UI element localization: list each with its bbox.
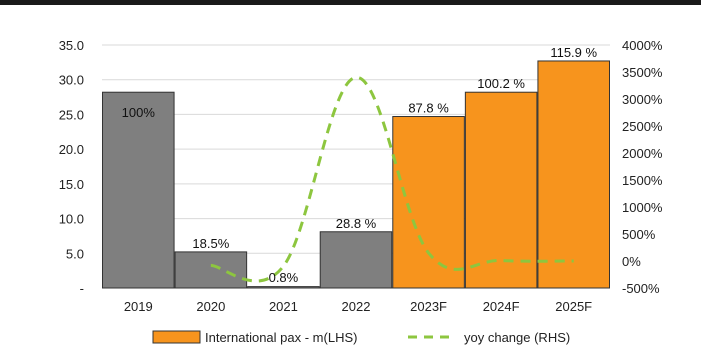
- data-label: 18.5%: [192, 236, 229, 251]
- top-border-bar: [0, 0, 701, 5]
- bar: [537, 60, 611, 289]
- right-tick-label: 4000%: [622, 38, 663, 53]
- right-tick-label: 0%: [622, 254, 641, 269]
- left-tick-label: 35.0: [59, 38, 84, 53]
- legend-swatch-bar: [152, 330, 201, 344]
- right-tick-label: 3000%: [622, 92, 663, 107]
- axes: - 5.0 10.0 15.0 20.0 25.0 30.0 35.0 -500% 0% 500% 1…: [59, 38, 663, 314]
- data-label: 28.8 %: [336, 216, 377, 231]
- bar: [464, 91, 538, 289]
- bar: [174, 251, 248, 289]
- category-label: 2021: [269, 299, 298, 314]
- category-label: 2020: [196, 299, 225, 314]
- bar: [102, 91, 175, 289]
- legend: International pax - m(LHS) yoy change (R…: [152, 330, 570, 345]
- data-label: 100%: [122, 105, 156, 120]
- legend-label-bar: International pax - m(LHS): [205, 330, 357, 345]
- right-tick-label: 2000%: [622, 146, 663, 161]
- right-tick-label: 1000%: [622, 200, 663, 215]
- right-tick-label: 3500%: [622, 65, 663, 80]
- yoy-line: [210, 75, 574, 283]
- legend-label-line: yoy change (RHS): [464, 330, 570, 345]
- right-tick-label: 1500%: [622, 173, 663, 188]
- category-label: 2024F: [483, 299, 520, 314]
- category-label: 2023F: [410, 299, 447, 314]
- data-label: 87.8 %: [408, 101, 449, 116]
- left-tick-label: 5.0: [66, 246, 84, 261]
- data-label: 100.2 %: [477, 76, 525, 91]
- bar-series: [102, 60, 611, 289]
- category-label: 2022: [342, 299, 371, 314]
- left-tick-label: 30.0: [59, 73, 84, 88]
- left-tick-label: -: [80, 281, 84, 296]
- left-tick-label: 10.0: [59, 212, 84, 227]
- line-series: [210, 75, 574, 283]
- bar: [392, 116, 465, 289]
- left-tick-label: 20.0: [59, 142, 84, 157]
- data-label: 0.8%: [269, 270, 299, 285]
- left-tick-label: 15.0: [59, 177, 84, 192]
- grid-lines: [102, 44, 610, 254]
- right-tick-label: 500%: [622, 227, 656, 242]
- right-tick-label: -500%: [622, 281, 660, 296]
- right-tick-label: 2500%: [622, 119, 663, 134]
- data-label: 115.9 %: [550, 45, 597, 60]
- left-tick-label: 25.0: [59, 107, 84, 122]
- bar: [319, 231, 393, 289]
- category-label: 2025F: [555, 299, 592, 314]
- data-labels: 100% 18.5% 0.8% 28.8 % 87.8 % 100.2 % 115.9 %: [122, 45, 598, 285]
- category-label: 2019: [124, 299, 153, 314]
